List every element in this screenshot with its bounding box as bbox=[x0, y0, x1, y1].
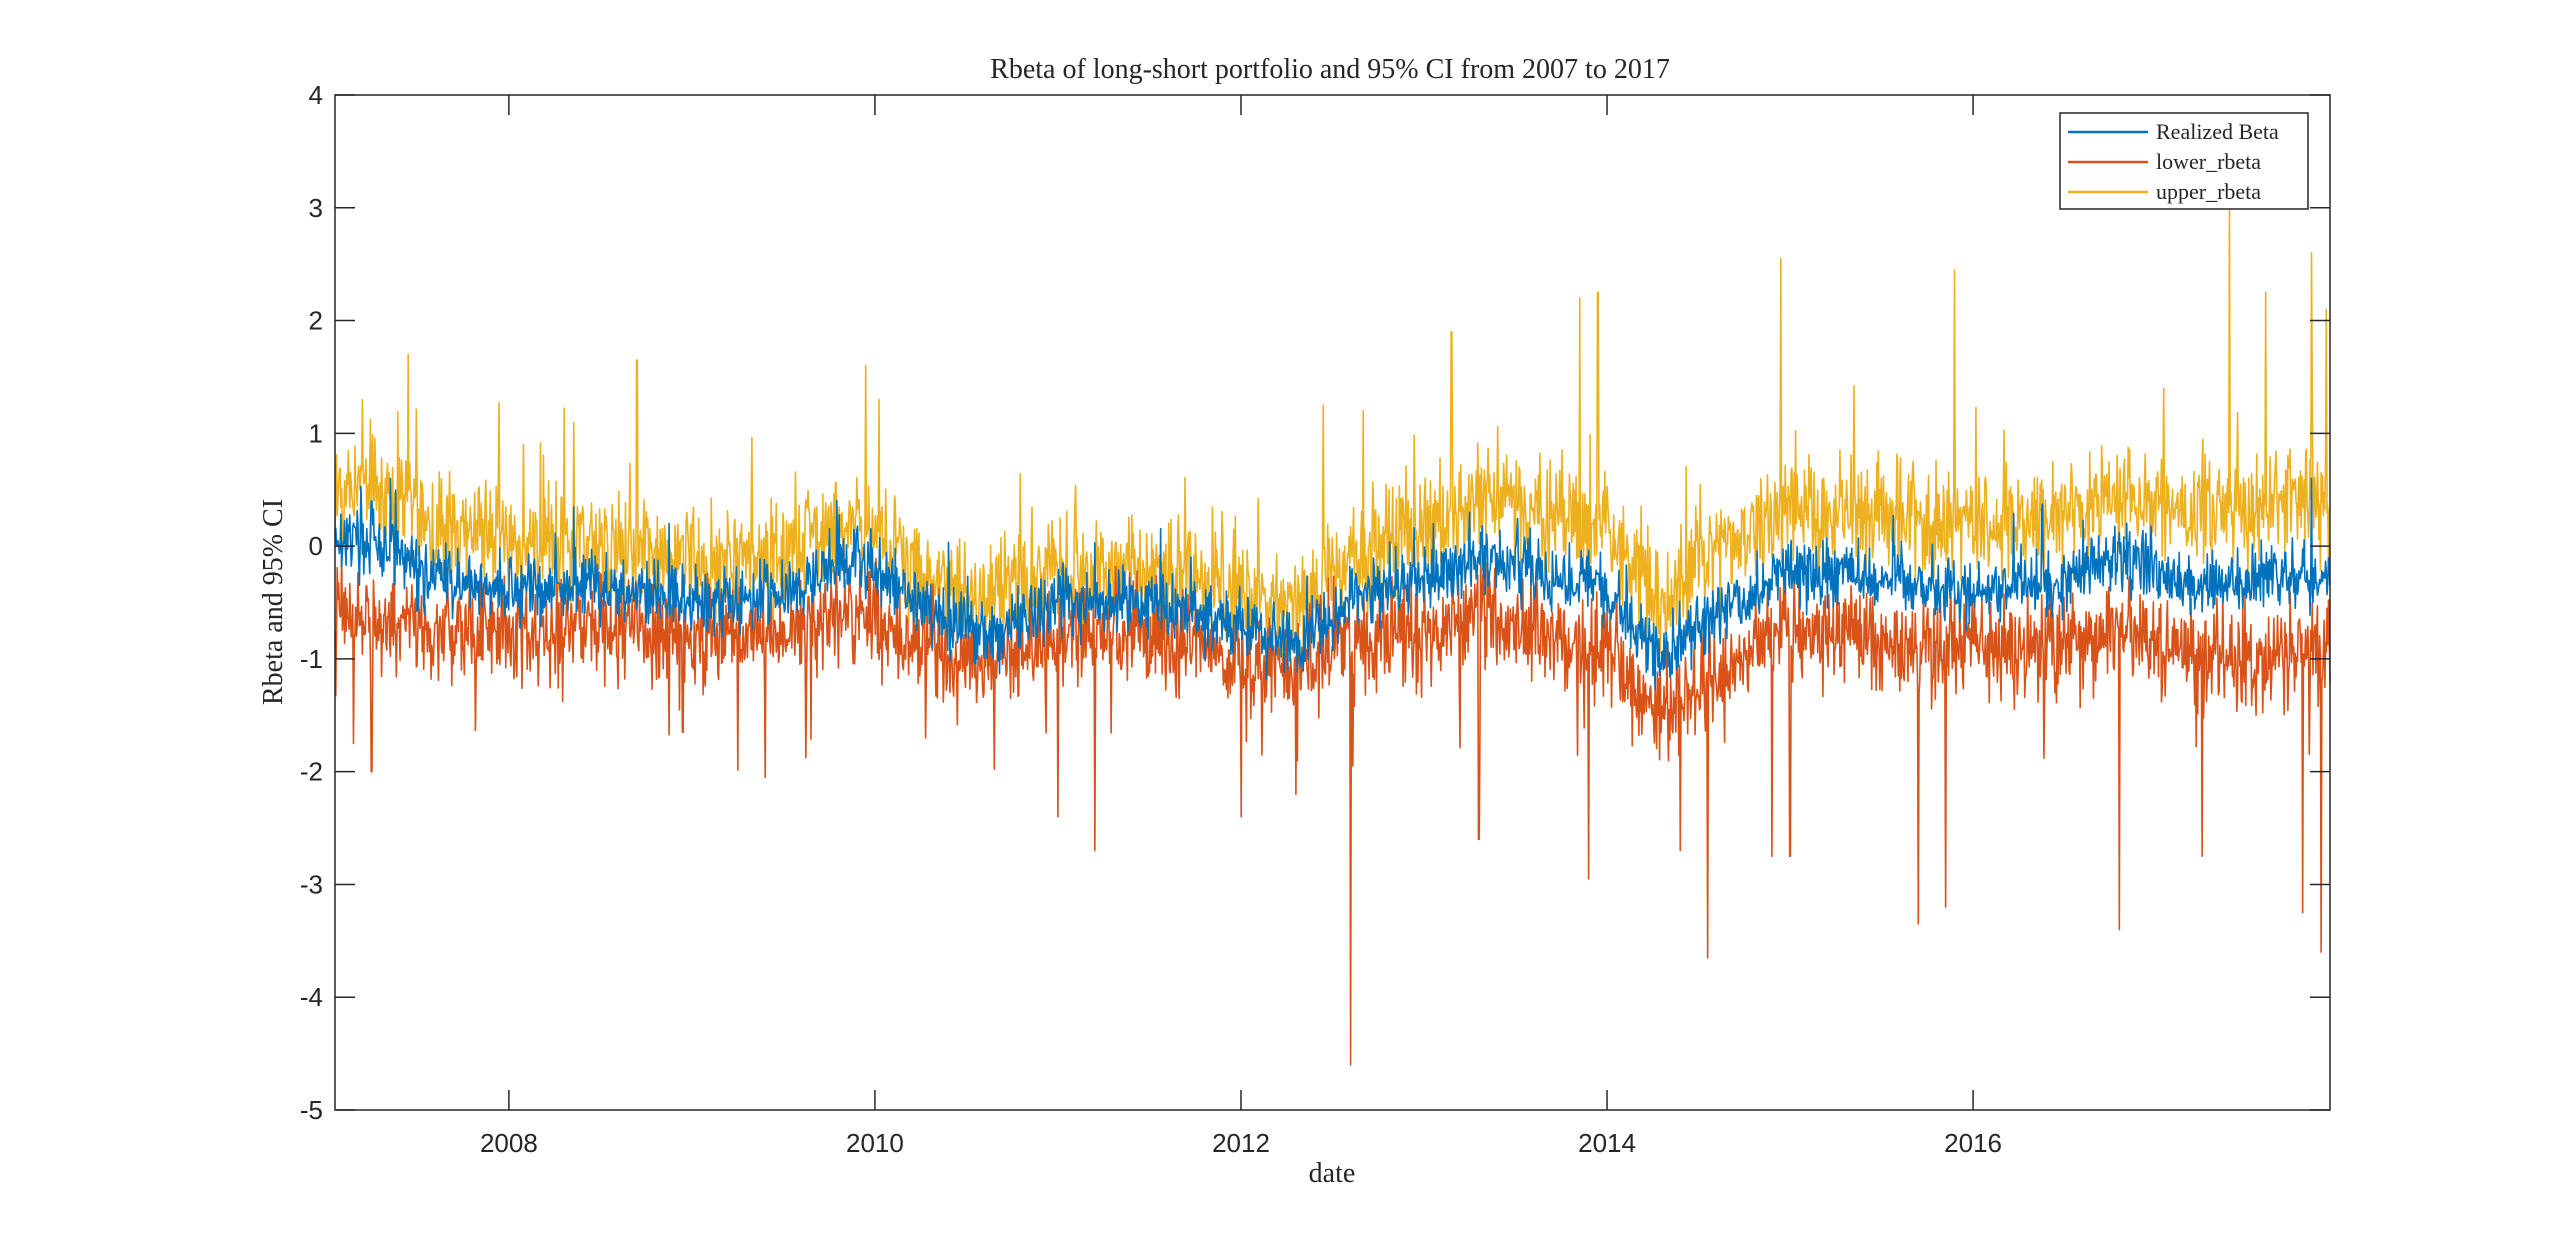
legend-label-upper-rbeta: upper_rbeta bbox=[2156, 179, 2261, 204]
x-tick-labels: 2008 2010 2012 2014 2016 bbox=[480, 1128, 2002, 1158]
y-axis-label: Rbeta and 95% CI bbox=[258, 499, 289, 705]
plot-area bbox=[334, 94, 2331, 1111]
y-tick-label: 4 bbox=[309, 80, 323, 110]
x-tick-label: 2014 bbox=[1578, 1128, 1636, 1158]
series-line-upper-rbeta bbox=[334, 195, 2331, 674]
y-tick-labels: -5 -4 -3 -2 -1 0 1 2 3 4 bbox=[300, 80, 323, 1125]
legend: Realized Beta lower_rbeta upper_rbeta bbox=[2059, 112, 2309, 210]
x-tick-label: 2010 bbox=[846, 1128, 904, 1158]
y-tick-label: -2 bbox=[300, 757, 323, 787]
y-tick-label: -5 bbox=[300, 1095, 323, 1125]
y-tick-label: 3 bbox=[309, 193, 323, 223]
x-axis-label: date bbox=[1309, 1158, 1356, 1189]
x-tick-label: 2008 bbox=[480, 1128, 538, 1158]
y-tick-label: -3 bbox=[300, 869, 323, 899]
series-line-realized-beta bbox=[334, 477, 2331, 691]
legend-label-lower-rbeta: lower_rbeta bbox=[2156, 149, 2261, 174]
axes-box bbox=[334, 94, 2331, 1111]
y-tick-label: 0 bbox=[309, 531, 323, 561]
y-tick-label: 2 bbox=[309, 306, 323, 336]
y-tick-label: 1 bbox=[309, 418, 323, 448]
y-tick-label: -1 bbox=[300, 644, 323, 674]
series-layer bbox=[334, 195, 2331, 1066]
y-tick-label: -4 bbox=[300, 982, 323, 1012]
x-tick-label: 2012 bbox=[1212, 1128, 1270, 1158]
legend-label-realized-beta: Realized Beta bbox=[2156, 119, 2279, 144]
x-tick-label: 2016 bbox=[1944, 1128, 2002, 1158]
chart-title: Rbeta of long-short portfolio and 95% CI… bbox=[990, 54, 1670, 85]
